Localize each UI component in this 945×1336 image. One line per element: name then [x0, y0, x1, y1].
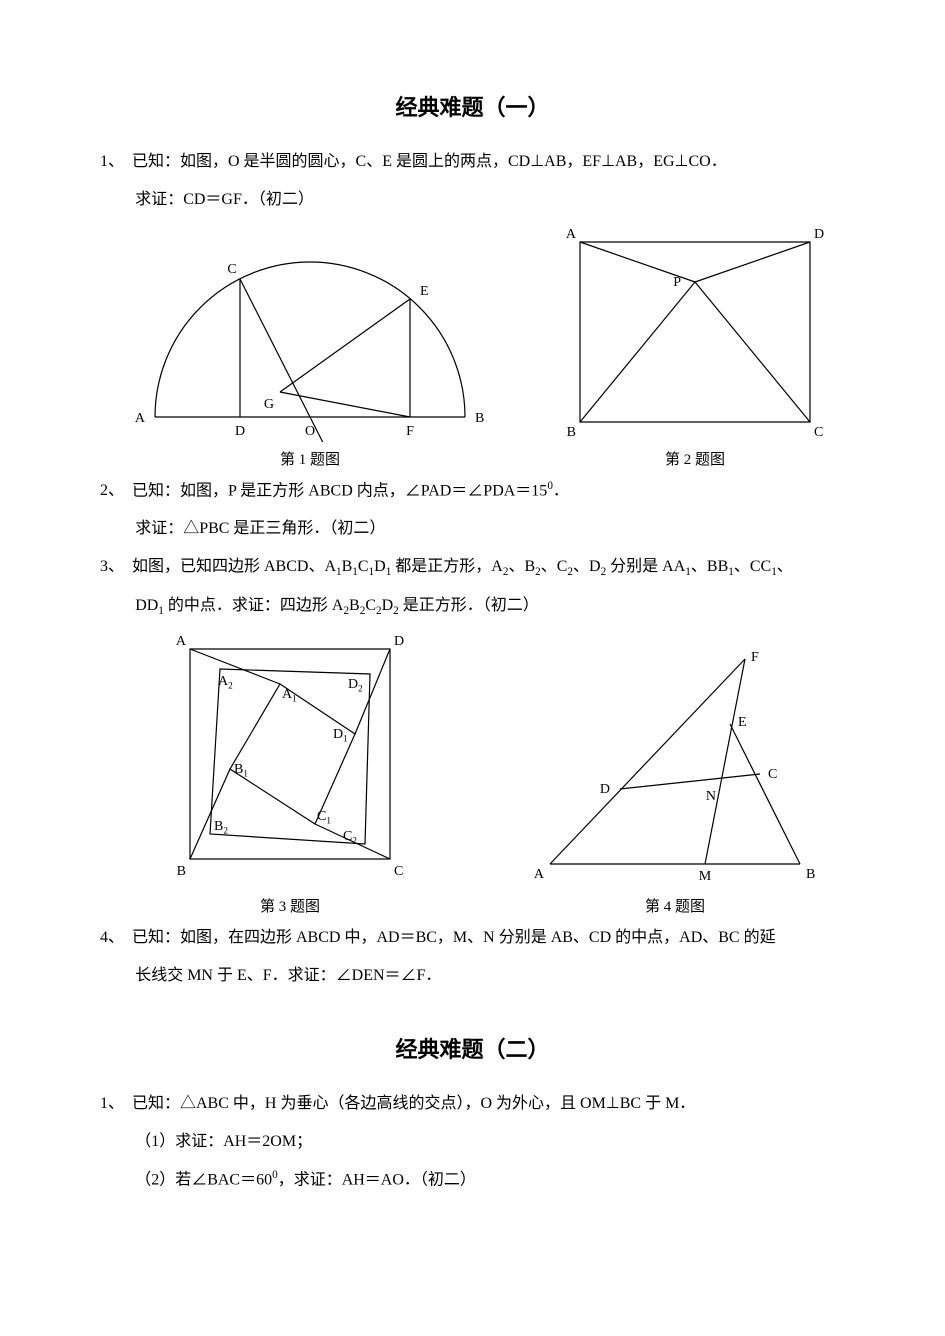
figure-2: A D B C P 第 2 题图 [555, 222, 835, 469]
problem-2-line2: 求证：△PBC 是正三角形．（初二） [100, 513, 845, 545]
p3-a: 如图，已知四边形 ABCD、A [132, 558, 336, 575]
s2p1-3a: （2）若∠BAC＝60 [135, 1171, 272, 1188]
page: 经典难题（一） 1、已知：如图，O 是半圆的圆心，C、E 是圆上的两点，CD⊥A… [0, 0, 945, 1336]
svg-text:B2: B2 [214, 819, 228, 836]
p3l2-c: B [349, 597, 360, 614]
problem-4-line2: 长线交 MN 于 E、F．求证：∠DEN＝∠F． [100, 960, 845, 992]
problem-3-line2: DD1 的中点．求证：四边形 A2B2C2D2 是正方形．（初二） [100, 590, 845, 623]
svg-text:D: D [814, 227, 824, 242]
svg-text:D: D [235, 424, 245, 439]
problem-1-line2: 求证：CD＝GF．（初二） [100, 184, 845, 216]
problem-4-line1: 已知：如图，在四边形 ABCD 中，AD＝BC，M、N 分别是 AB、CD 的中… [132, 929, 776, 946]
problem-3: 3、如图，已知四边形 ABCD、A1B1C1D1 都是正方形，A2、B2、C2、… [100, 551, 845, 584]
svg-text:A: A [135, 411, 146, 426]
p3-j: 、BB [691, 558, 728, 575]
figure-3: A D B C A1 B1 C1 D1 A2 B2 C2 D2 第 3 题图 [160, 629, 420, 916]
svg-text:D: D [394, 634, 404, 649]
figure-3-caption: 第 3 题图 [260, 895, 320, 916]
s2p1-3b: ，求证：AH＝AO．（初二） [278, 1171, 476, 1188]
figure-2-caption: 第 2 题图 [665, 448, 725, 469]
svg-text:C: C [394, 864, 403, 879]
figure-2-svg: A D B C P [555, 222, 835, 442]
p3l2-f: 是正方形．（初二） [399, 597, 539, 614]
section1-title: 经典难题（一） [100, 90, 845, 122]
p3l2-d: C [365, 597, 376, 614]
p3-d: D [374, 558, 386, 575]
p3l2-e: D [382, 597, 394, 614]
p3-g: 、C [541, 558, 568, 575]
p3-c: C [358, 558, 369, 575]
svg-text:G: G [264, 397, 274, 412]
p3-h: 、D [573, 558, 601, 575]
p3-e: 都是正方形，A [391, 558, 503, 575]
problem-2-line1a: 已知：如图，P 是正方形 ABCD 内点，∠PAD＝∠PDA＝15 [132, 482, 547, 499]
s2-problem-1-line1: 已知：△ABC 中，H 为垂心（各边高线的交点），O 为外心，且 OM⊥BC 于… [132, 1095, 695, 1112]
svg-text:D1: D1 [333, 727, 348, 744]
p3-b: B [342, 558, 353, 575]
svg-text:N: N [706, 789, 716, 804]
svg-text:C: C [227, 262, 236, 277]
figure-4: A B M D C N E F 第 4 题图 [525, 639, 825, 916]
figure-1-svg: A B C D O F E G [130, 222, 490, 442]
figure-1: A B C D O F E G 第 1 题图 [130, 222, 490, 469]
svg-text:B1: B1 [234, 762, 248, 779]
s2-problem-1-num: 1、 [100, 1088, 132, 1120]
p3l2-b: 的中点．求证：四边形 A [164, 597, 344, 614]
p3-i: 分别是 AA [606, 558, 685, 575]
s2-problem-1-line2: （1）求证：AH＝2OM； [100, 1126, 845, 1158]
svg-text:C: C [814, 425, 823, 440]
svg-text:M: M [699, 869, 712, 884]
problem-1-num: 1、 [100, 146, 132, 178]
figure-3-svg: A D B C A1 B1 C1 D1 A2 B2 C2 D2 [160, 629, 420, 889]
s2-problem-1: 1、已知：△ABC 中，H 为垂心（各边高线的交点），O 为外心，且 OM⊥BC… [100, 1088, 845, 1120]
svg-text:F: F [751, 650, 759, 665]
svg-text:P: P [673, 275, 681, 290]
figure-4-svg: A B M D C N E F [525, 639, 825, 889]
svg-text:F: F [406, 424, 414, 439]
p3-f: 、B [508, 558, 535, 575]
figure-row-2: A D B C A1 B1 C1 D1 A2 B2 C2 D2 第 3 题图 A B M D C N E F 第 4… [100, 629, 845, 916]
svg-text:B: B [177, 864, 186, 879]
problem-4-num: 4、 [100, 922, 132, 954]
svg-text:A: A [566, 227, 577, 242]
p3-k: 、CC [734, 558, 771, 575]
figure-row-1: A B C D O F E G 第 1 题图 A D B C P 第 2 题图 [100, 222, 845, 469]
figure-1-caption: 第 1 题图 [280, 448, 340, 469]
svg-text:E: E [738, 715, 747, 730]
section2-title: 经典难题（二） [100, 1032, 845, 1064]
problem-2-num: 2、 [100, 475, 132, 507]
problem-3-num: 3、 [100, 551, 132, 583]
problem-2: 2、已知：如图，P 是正方形 ABCD 内点，∠PAD＝∠PDA＝150． [100, 475, 845, 507]
svg-text:C2: C2 [343, 829, 357, 846]
p3-l: 、 [777, 558, 793, 575]
svg-text:O: O [305, 424, 315, 439]
problem-4: 4、已知：如图，在四边形 ABCD 中，AD＝BC，M、N 分别是 AB、CD … [100, 922, 845, 954]
problem-1: 1、已知：如图，O 是半圆的圆心，C、E 是圆上的两点，CD⊥AB，EF⊥AB，… [100, 146, 845, 178]
s2-problem-1-line3: （2）若∠BAC＝600，求证：AH＝AO．（初二） [100, 1164, 845, 1196]
problem-2-line1b: ． [553, 482, 569, 499]
svg-text:B: B [806, 867, 815, 882]
svg-text:D2: D2 [348, 677, 363, 694]
figure-4-caption: 第 4 题图 [645, 895, 705, 916]
svg-text:B: B [475, 411, 484, 426]
svg-text:C1: C1 [317, 809, 331, 826]
svg-text:A1: A1 [282, 687, 297, 704]
svg-text:D: D [600, 782, 610, 797]
svg-text:A: A [534, 867, 545, 882]
svg-text:C: C [768, 767, 777, 782]
p3l2-a: DD [135, 597, 158, 614]
svg-text:A2: A2 [218, 674, 233, 691]
svg-text:E: E [420, 284, 429, 299]
problem-1-line1: 已知：如图，O 是半圆的圆心，C、E 是圆上的两点，CD⊥AB，EF⊥AB，EG… [132, 153, 727, 170]
svg-text:B: B [567, 425, 576, 440]
svg-text:A: A [176, 634, 187, 649]
